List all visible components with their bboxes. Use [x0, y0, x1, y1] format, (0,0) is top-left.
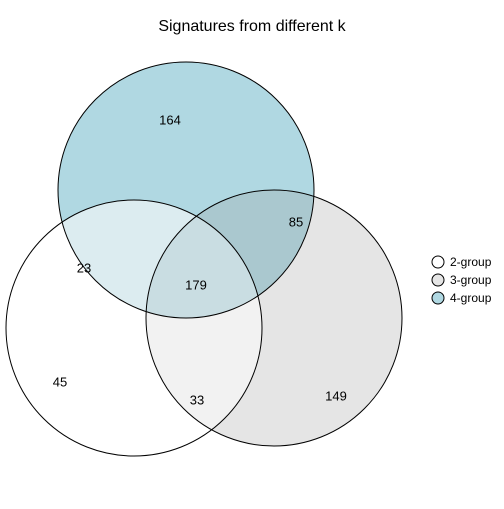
- legend-swatch-4-group: [432, 292, 444, 304]
- legend: 2-group 3-group 4-group: [432, 255, 492, 305]
- region-i23: 33: [190, 393, 204, 408]
- region-only3: 149: [325, 389, 347, 404]
- region-i43: 85: [289, 215, 303, 230]
- region-only4: 164: [159, 113, 181, 128]
- venn-svg: 2-group 3-group 4-group: [0, 0, 504, 504]
- region-only2: 45: [53, 375, 67, 390]
- region-i234: 179: [185, 278, 207, 293]
- legend-swatch-2-group: [432, 256, 444, 268]
- legend-label-3-group: 3-group: [450, 273, 492, 287]
- legend-label-4-group: 4-group: [450, 291, 492, 305]
- chart-title: Signatures from different k: [0, 18, 504, 36]
- legend-swatch-3-group: [432, 274, 444, 286]
- legend-label-2-group: 2-group: [450, 255, 492, 269]
- region-i42: 23: [77, 261, 91, 276]
- venn-diagram-stage: Signatures from different k 2-group 3-gro…: [0, 0, 504, 504]
